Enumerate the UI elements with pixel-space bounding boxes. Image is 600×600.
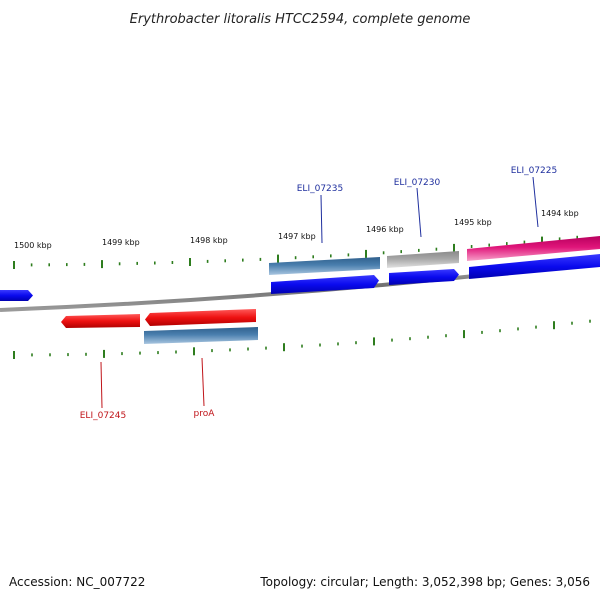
gene-arrow-eli07245[interactable] (61, 314, 140, 328)
feature-bar-proa[interactable] (144, 327, 258, 344)
gene-label-proa[interactable]: proA (194, 409, 216, 419)
scale-label-1500: 1500 kbp (14, 241, 52, 250)
gene-labels: ELI_07235 ELI_07230 ELI_07225 ELI_07245 … (80, 166, 558, 421)
feature-bar-eli07230[interactable] (387, 251, 459, 268)
forward-strand-features (269, 236, 600, 275)
gene-arrow-eli07230[interactable] (389, 269, 459, 285)
gene-label-eli07230[interactable]: ELI_07230 (394, 178, 441, 188)
gene-arrow-eli07235[interactable] (271, 275, 379, 294)
leader-proa (201, 357, 205, 407)
scale-labels: 1500 kbp 1499 kbp 1498 kbp 1497 kbp 1496… (14, 209, 579, 250)
leader-eli07245 (100, 361, 103, 409)
gene-arrow-eli07225[interactable] (469, 254, 600, 279)
label-leaders (100, 176, 539, 409)
outer-tick-row (13, 235, 579, 269)
map-title: Erythrobacter litoralis HTCC2594, comple… (130, 12, 471, 27)
leader-eli07225 (532, 176, 539, 228)
feature-bar-eli07225[interactable] (467, 236, 600, 261)
gene-label-eli07235[interactable]: ELI_07235 (297, 184, 344, 194)
scale-label-1498: 1498 kbp (190, 236, 228, 245)
forward-strand-genes (0, 254, 600, 301)
gene-label-eli07245[interactable]: ELI_07245 (80, 411, 127, 421)
leader-eli07235 (320, 194, 323, 244)
feature-bar-eli07235[interactable] (269, 257, 380, 275)
scale-label-1496: 1496 kbp (366, 225, 404, 234)
gene-arrow-proa[interactable] (145, 309, 256, 326)
scale-label-1494: 1494 kbp (541, 209, 579, 218)
scale-label-1499: 1499 kbp (102, 238, 140, 247)
reverse-strand-genes (61, 309, 256, 328)
scale-label-1495: 1495 kbp (454, 218, 492, 227)
leader-eli07230 (416, 187, 422, 238)
gene-label-eli07225[interactable]: ELI_07225 (511, 166, 558, 176)
scale-label-1497: 1497 kbp (278, 232, 316, 241)
gene-arrow-left-edge[interactable] (0, 290, 33, 301)
accession-text: Accession: NC_007722 (9, 575, 145, 589)
genome-summary-text: Topology: circular; Length: 3,052,398 bp… (259, 575, 590, 589)
inner-tick-row (13, 319, 591, 359)
